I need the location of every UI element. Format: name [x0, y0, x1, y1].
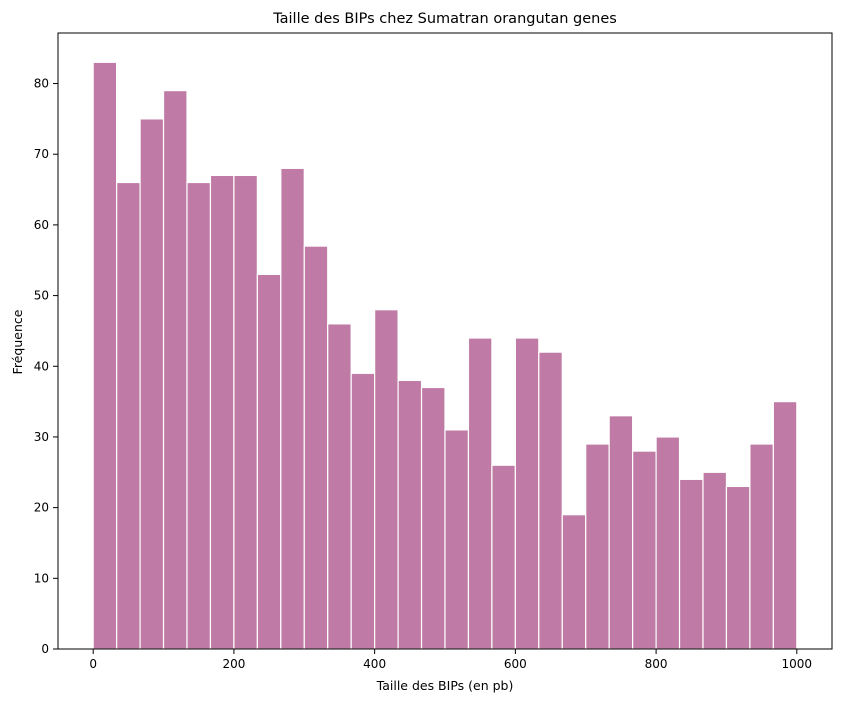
histogram-bar — [116, 181, 141, 650]
histogram-bar — [420, 386, 446, 650]
histogram-bar — [772, 401, 798, 650]
histogram-bar — [655, 436, 681, 650]
bars-group — [92, 61, 798, 650]
x-tick-label: 200 — [222, 657, 245, 671]
histogram-bar — [608, 415, 634, 650]
x-tick-label: 600 — [504, 657, 527, 671]
plot-frame — [57, 32, 833, 650]
histogram-bar — [162, 90, 188, 650]
histogram-bar — [514, 337, 540, 650]
x-tick-label: 800 — [645, 657, 668, 671]
histogram-bar — [233, 174, 258, 650]
histogram-bar — [327, 323, 352, 650]
histogram-bar — [350, 372, 376, 650]
histogram-bar — [186, 181, 212, 650]
histogram-bar — [374, 309, 399, 650]
y-tick-label: 10 — [34, 571, 49, 585]
x-axis-label: Taille des BIPs (en pb) — [376, 678, 514, 693]
histogram-bar — [256, 273, 282, 650]
histogram-bar — [209, 174, 235, 650]
y-tick-label: 80 — [34, 77, 49, 91]
y-tick-label: 0 — [41, 642, 49, 656]
histogram-bar — [303, 245, 329, 650]
histogram-bar — [467, 337, 493, 650]
y-tick-label: 20 — [34, 501, 49, 515]
y-axis-label: Fréquence — [10, 309, 25, 374]
histogram-bar — [139, 118, 165, 650]
histogram-bar — [632, 450, 657, 650]
histogram-bar — [561, 514, 587, 650]
histogram-bar — [280, 167, 305, 650]
histogram-bar — [538, 351, 563, 650]
y-tick-label: 30 — [34, 430, 49, 444]
histogram-bar — [725, 485, 751, 650]
histogram-bar — [444, 429, 470, 650]
histogram-bar — [491, 464, 516, 650]
y-tick-label: 40 — [34, 359, 49, 373]
x-tick-label: 400 — [363, 657, 386, 671]
histogram-bar — [92, 61, 118, 650]
y-tick-label: 60 — [34, 218, 49, 232]
x-tick-label: 0 — [89, 657, 97, 671]
histogram-bar — [702, 471, 728, 650]
x-tick-label: 1000 — [782, 657, 813, 671]
histogram-bar — [749, 443, 774, 650]
y-tick-label: 50 — [34, 289, 49, 303]
histogram-bar — [678, 478, 704, 650]
y-tick-label: 70 — [34, 147, 49, 161]
axes-group: 0 200 400 600 800 1000 0 10 20 30 40 50 60 70 80 — [34, 32, 833, 671]
histogram-bar — [585, 443, 610, 650]
histogram-bar — [397, 379, 423, 650]
chart-title: Taille des BIPs chez Sumatran orangutan … — [272, 11, 617, 27]
